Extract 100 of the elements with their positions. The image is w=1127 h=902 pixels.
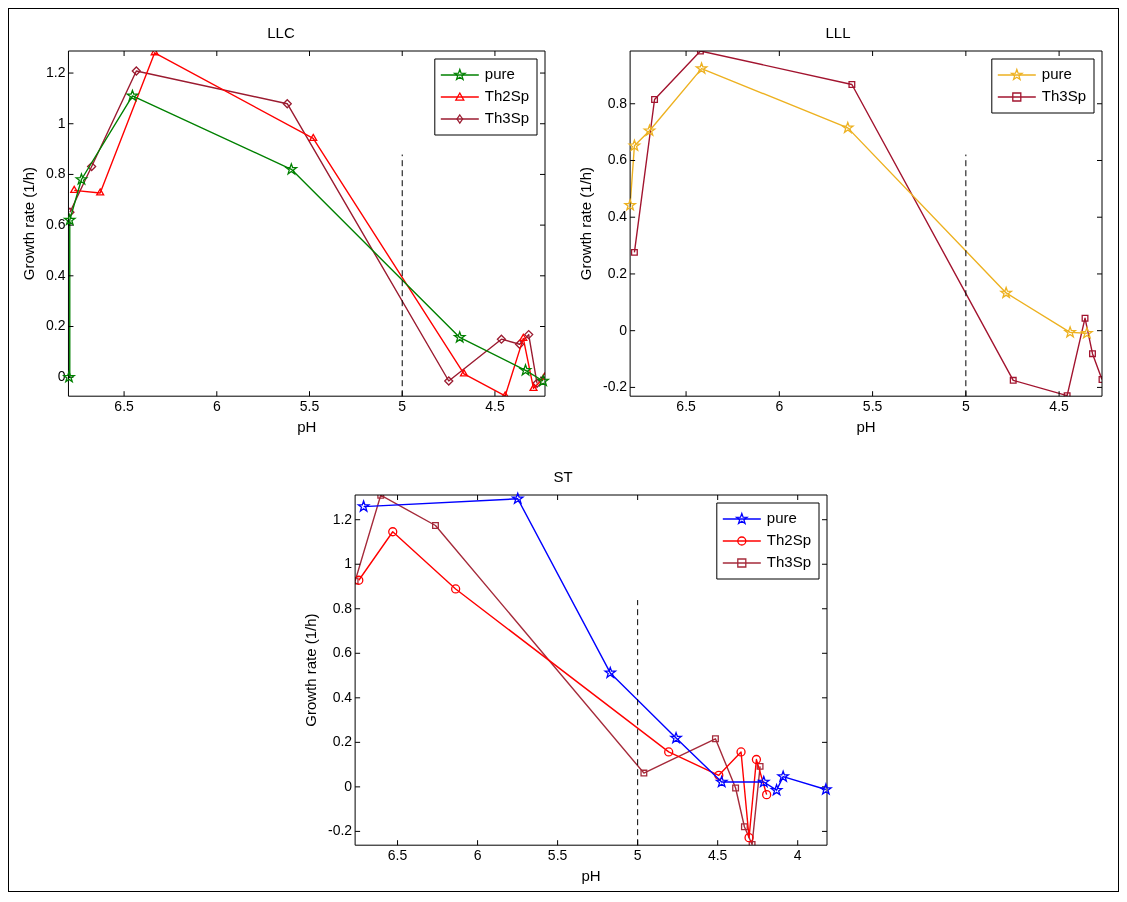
point [75, 173, 88, 185]
y-tick-label: 0.8 [45, 165, 66, 182]
y-tick-label: 0.8 [607, 94, 628, 111]
x-tick-label: 6 [775, 398, 784, 415]
x-tick-label: 5 [398, 398, 407, 415]
point [285, 163, 298, 175]
point [820, 783, 832, 795]
point [1081, 314, 1089, 322]
point [444, 376, 454, 386]
y-tick-label: 0.2 [45, 317, 66, 334]
point [63, 213, 76, 226]
point [630, 248, 638, 256]
x-tick-label: 6 [212, 398, 221, 415]
point [777, 770, 790, 782]
point [757, 775, 770, 788]
point [604, 666, 617, 678]
x-tick-label: 4.5 [1049, 398, 1070, 415]
y-tick-label: -0.2 [328, 822, 353, 839]
x-tick-label: 4.5 [485, 398, 505, 415]
point [519, 333, 528, 342]
point [756, 762, 764, 770]
point [511, 492, 524, 504]
y-tick-label: 0.4 [332, 688, 353, 705]
point [131, 66, 141, 76]
x-axis-title: pH [581, 867, 601, 885]
point [451, 584, 461, 594]
x-tick-label: 5.5 [299, 398, 320, 415]
x-axis-title: pH [856, 418, 876, 436]
x-tick-label: 4 [793, 847, 802, 864]
point [388, 527, 398, 537]
legend-label: pure [484, 65, 515, 83]
point [1009, 376, 1017, 384]
y-tick-label: 0.4 [607, 208, 628, 225]
legend-label: Th2Sp [766, 531, 812, 549]
y-axis-title: Growth rate (1/h) [577, 166, 595, 281]
point [714, 770, 724, 780]
y-tick-label: 0.6 [607, 151, 628, 168]
point [715, 775, 728, 788]
legend-label: pure [1041, 65, 1072, 83]
point [624, 199, 637, 211]
point [529, 383, 538, 391]
point [651, 96, 659, 103]
y-tick-label: 0.6 [45, 215, 66, 232]
point [86, 161, 97, 172]
x-tick-label: 6 [473, 847, 482, 864]
point [453, 331, 466, 343]
point [643, 124, 656, 136]
x-tick-label: 4.5 [707, 847, 728, 864]
legend-label: pure [766, 509, 797, 527]
y-tick-label: 0 [57, 368, 66, 385]
point [1089, 350, 1096, 358]
y-tick-label: 0.4 [45, 266, 66, 283]
x-tick-label: 6.5 [114, 398, 135, 415]
point [841, 121, 854, 133]
x-axis-title: pH [297, 418, 317, 436]
point [537, 374, 550, 387]
point [711, 735, 719, 743]
y-tick-label: 0 [619, 321, 628, 338]
point [524, 329, 534, 340]
point [282, 99, 292, 109]
legend-label: Th3Sp [766, 553, 812, 571]
point [1081, 327, 1093, 339]
y-tick-label: 1 [57, 114, 66, 131]
y-axis-title: Growth rate (1/h) [302, 613, 320, 727]
point [664, 747, 674, 757]
point [70, 185, 79, 194]
point [496, 334, 507, 344]
chart-title: ST [553, 468, 573, 486]
point [740, 823, 748, 831]
chart-title: LLL [825, 24, 851, 42]
point [670, 731, 682, 744]
point [848, 80, 856, 88]
point [744, 832, 754, 843]
y-tick-label: 0.2 [332, 733, 353, 750]
x-tick-label: 5.5 [862, 398, 883, 415]
point [732, 784, 740, 792]
x-tick-label: 5 [633, 847, 642, 864]
point [96, 188, 105, 196]
point [1064, 326, 1076, 338]
chart-title: LLC [267, 24, 295, 42]
point [628, 139, 641, 151]
point [751, 754, 762, 765]
y-tick-label: 1.2 [45, 63, 66, 80]
x-tick-label: 5.5 [547, 847, 568, 864]
point [309, 133, 318, 142]
x-tick-label: 6.5 [387, 847, 408, 864]
y-tick-label: 0 [344, 777, 353, 794]
y-axis-title: Growth rate (1/h) [20, 166, 38, 281]
point [770, 784, 783, 796]
y-tick-label: 1 [344, 555, 353, 572]
point [695, 62, 708, 74]
legend-label: Th3Sp [1041, 87, 1087, 105]
x-tick-label: 6.5 [676, 398, 697, 415]
point [459, 369, 469, 377]
point [519, 364, 532, 376]
y-tick-label: 0.6 [332, 644, 353, 661]
point [736, 747, 746, 757]
legend-label: Th2Sp [484, 87, 530, 105]
y-tick-label: 1.2 [332, 510, 353, 527]
x-tick-label: 5 [961, 398, 970, 415]
